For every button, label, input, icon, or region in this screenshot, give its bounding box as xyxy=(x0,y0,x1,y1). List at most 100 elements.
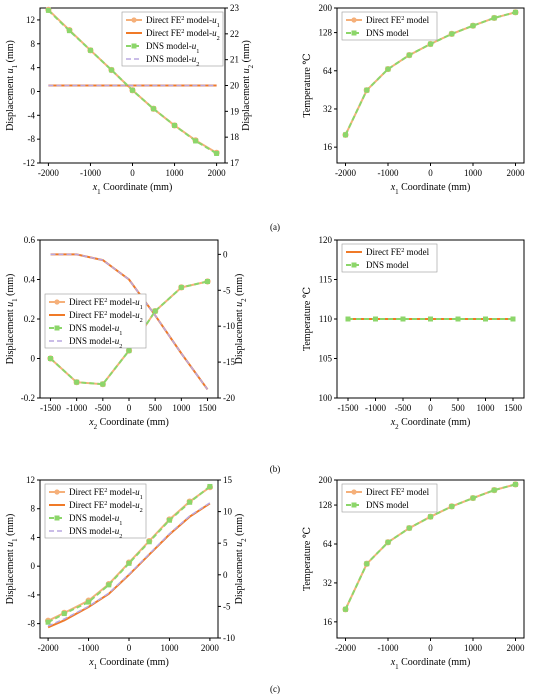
series-line xyxy=(47,502,211,627)
legend-marker xyxy=(54,489,60,495)
y2-tick-label: 0 xyxy=(223,570,228,580)
x-tick-label: 1000 xyxy=(166,168,185,178)
data-point xyxy=(66,28,72,34)
x-axis-label: x2 Coordinate (mm) xyxy=(390,417,471,431)
y-tick-label: 120 xyxy=(319,235,333,245)
x-tick-label: -1000 xyxy=(78,643,99,653)
legend-box xyxy=(341,243,438,273)
y-tick-label: 115 xyxy=(319,275,333,285)
y2-tick-label: -15 xyxy=(223,357,235,367)
data-point xyxy=(187,499,193,505)
x-axis-label: x1 Coordinate (mm) xyxy=(92,182,173,196)
y-tick-label: 100 xyxy=(319,393,333,403)
data-point xyxy=(193,138,199,144)
data-point xyxy=(86,599,92,605)
y-tick-label: 0.6 xyxy=(24,235,36,245)
y-axis-label: Temperature ℃ xyxy=(302,53,313,117)
legend-marker xyxy=(351,30,357,36)
legend-label: DNS model xyxy=(366,260,409,270)
data-point xyxy=(152,308,158,314)
data-point xyxy=(178,284,184,290)
legend-marker xyxy=(131,43,137,49)
legend-marker xyxy=(54,325,60,331)
y-tick-label: 32 xyxy=(323,104,332,114)
y2-tick-label: 10 xyxy=(223,507,233,517)
y2-tick-label: 17 xyxy=(230,158,240,168)
figure-caption: (c) xyxy=(270,684,280,694)
x-axis-label: x1 Coordinate (mm) xyxy=(390,182,471,196)
y-axis-label: Displacement u1 (mm) xyxy=(5,40,19,131)
data-point xyxy=(45,619,51,625)
y-tick-label: 32 xyxy=(323,578,332,588)
y2-tick-label: 15 xyxy=(223,475,233,485)
legend-label: Direct FE2 model xyxy=(366,15,430,26)
y-tick-label: -4 xyxy=(28,110,36,120)
chart-a1: -2000 -1000 0 1000 2000 -12 -8 -4 0 4 8 12 17 18 19 20 2… xyxy=(5,3,255,196)
x-tick-label: 0 xyxy=(127,643,132,653)
x-tick-label: -2000 xyxy=(335,168,356,178)
y2-tick-label: 23 xyxy=(230,3,240,13)
y-tick-label: -12 xyxy=(23,158,35,168)
y-tick-label: 0 xyxy=(31,354,36,364)
y2-tick-label: 21 xyxy=(230,55,239,65)
data-point xyxy=(87,47,93,53)
y-tick-label: 64 xyxy=(323,66,333,76)
x-tick-label: 1000 xyxy=(464,643,483,653)
y-tick-label: 16 xyxy=(323,142,333,152)
legend-label: DNS model-u2 xyxy=(69,526,122,540)
y-tick-label: 8 xyxy=(31,39,36,49)
y-tick-label: 0 xyxy=(31,561,36,571)
chart-c1: -2000 -1000 0 1000 2000 -8 -4 0 4 8 12 -10 -5 0 5 10 15 x… xyxy=(5,475,248,671)
y2-tick-label: -10 xyxy=(223,633,235,643)
series-line xyxy=(47,485,211,624)
legend-label: DNS model-u1 xyxy=(69,323,122,337)
legend-marker xyxy=(351,262,357,268)
data-point xyxy=(406,525,412,531)
x-tick-label: -1500 xyxy=(40,403,61,413)
legend-box xyxy=(341,11,438,41)
data-point xyxy=(172,122,178,128)
series-line xyxy=(50,253,209,390)
data-point xyxy=(428,316,433,322)
y-axis-label: Temperature ℃ xyxy=(302,527,313,591)
x-tick-label: -500 xyxy=(95,403,112,413)
data-point xyxy=(510,316,516,322)
data-point xyxy=(491,15,497,21)
legend-marker xyxy=(351,17,357,23)
data-point xyxy=(343,132,348,138)
y2-tick-label: 20 xyxy=(230,81,240,91)
chart-b2: -1500 -1000 -500 0 500 1000 1500 100 105 110 115 12… xyxy=(302,235,525,431)
y2-tick-label: 22 xyxy=(230,29,239,39)
x-tick-label: 2000 xyxy=(201,643,220,653)
data-point xyxy=(470,495,476,501)
legend-label: Direct FE2 model-u2 xyxy=(69,310,143,324)
data-point xyxy=(343,606,348,612)
x-tick-label: 1000 xyxy=(477,403,496,413)
x-tick-label: -1000 xyxy=(378,168,399,178)
data-point xyxy=(364,87,370,93)
data-point xyxy=(207,483,213,489)
legend-label: Direct FE2 model-u1 xyxy=(69,487,143,501)
x-tick-label: 1500 xyxy=(504,403,523,413)
legend-label: DNS model-u1 xyxy=(146,41,199,55)
legend-marker xyxy=(131,17,137,23)
figure-caption: (a) xyxy=(270,222,280,232)
legend-marker xyxy=(351,489,357,495)
data-point xyxy=(205,278,211,284)
legend-marker xyxy=(351,502,357,508)
legend-label: DNS model-u2 xyxy=(146,54,199,68)
y-tick-label: 4 xyxy=(31,63,36,73)
data-point xyxy=(400,316,406,322)
y-tick-label: 8 xyxy=(31,504,36,514)
legend: Direct FE2 model DNS model xyxy=(341,243,438,273)
data-point xyxy=(513,481,518,487)
x-tick-label: -1500 xyxy=(338,403,359,413)
y-tick-label: 128 xyxy=(319,500,333,510)
y2-axis-label: Displacement u2 (mm) xyxy=(234,274,248,365)
data-point xyxy=(74,379,80,385)
data-point xyxy=(47,356,53,361)
figure-caption: (b) xyxy=(270,464,281,474)
data-point xyxy=(100,381,106,387)
